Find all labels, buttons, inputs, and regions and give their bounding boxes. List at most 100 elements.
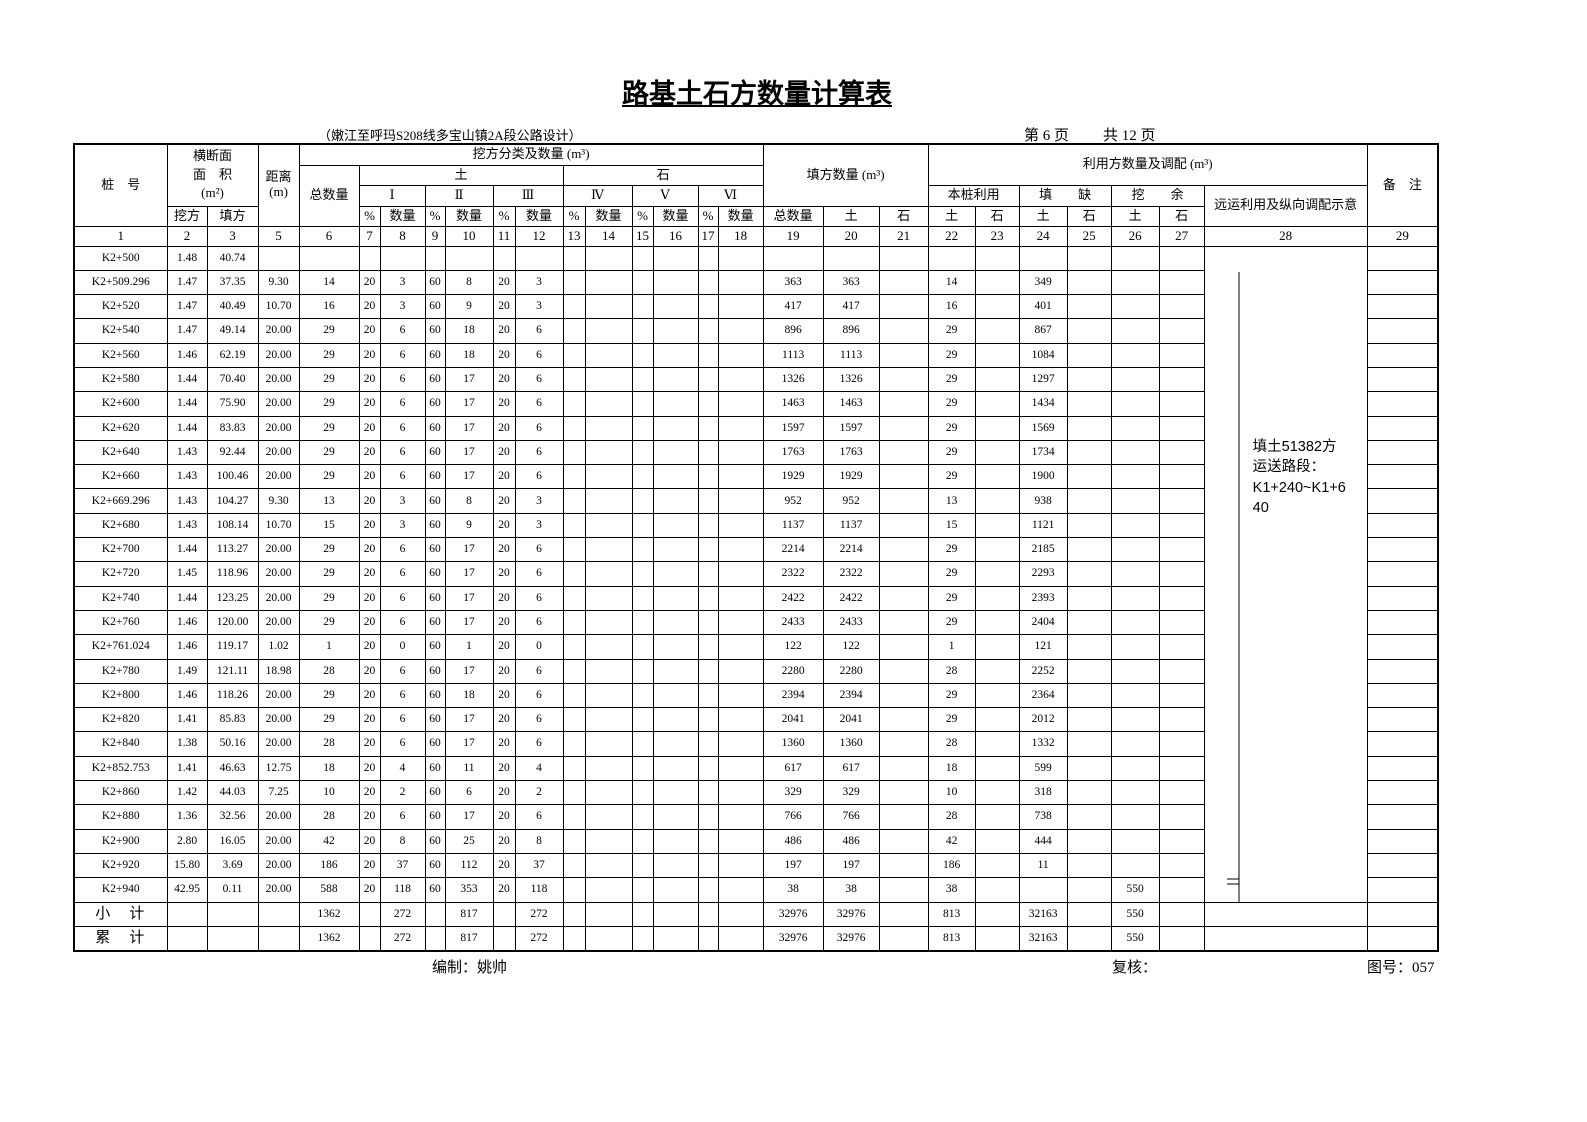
- station-cell: K2+760: [73, 609, 168, 636]
- cell: 20: [358, 780, 381, 806]
- cell: 29: [927, 682, 976, 709]
- cell: 6: [514, 804, 564, 830]
- header-cell: 石: [1158, 205, 1205, 227]
- cell: 2364: [1018, 682, 1068, 709]
- station-cell: K2+660: [73, 464, 168, 490]
- cell: 1.42: [166, 780, 208, 806]
- cell: [1110, 415, 1160, 441]
- remark-cell: [1366, 682, 1439, 709]
- cell: 20: [358, 294, 381, 320]
- cell: 20: [358, 877, 381, 903]
- cell: 2185: [1018, 537, 1068, 563]
- cell: 20: [492, 269, 516, 296]
- cell: 896: [762, 318, 824, 344]
- cell: [631, 731, 654, 757]
- cell: [697, 585, 719, 611]
- cell: 29: [927, 464, 976, 490]
- header-cell: %: [631, 205, 654, 227]
- cell: [697, 682, 719, 709]
- cell: 4: [379, 755, 426, 782]
- cell: 1763: [762, 439, 824, 466]
- cell: [717, 658, 764, 684]
- cell: 29: [298, 585, 360, 611]
- cell: [878, 366, 929, 393]
- cell: 119.17: [206, 634, 259, 660]
- cell: 60: [424, 439, 446, 466]
- cell: [1110, 537, 1160, 563]
- cell: [717, 342, 764, 368]
- header-cell: Ⅳ: [562, 184, 633, 207]
- cell: 37: [379, 852, 426, 879]
- cell: [974, 561, 1020, 587]
- cell: [878, 731, 929, 757]
- cell: 1326: [822, 366, 880, 393]
- prepared-by: 编制：姚帅: [432, 960, 508, 976]
- cell: [1158, 245, 1205, 271]
- cell: [697, 342, 719, 368]
- remark-cell: [1366, 537, 1439, 563]
- cell: [1110, 852, 1160, 879]
- cell: 1332: [1018, 731, 1068, 757]
- cell: [562, 537, 586, 563]
- remark-cell: [1366, 512, 1439, 539]
- station-cell: K2+880: [73, 804, 168, 830]
- cell: 20: [492, 731, 516, 757]
- cell: [974, 294, 1020, 320]
- cell: [584, 537, 633, 563]
- header-cell: 挖方: [166, 205, 208, 227]
- cell: 29: [927, 415, 976, 441]
- cell: [974, 318, 1020, 344]
- cell: 1463: [822, 391, 880, 417]
- header-cell: 数量: [652, 205, 699, 227]
- header-text: (m²): [201, 185, 224, 201]
- cell: 3.69: [206, 852, 259, 879]
- cell: [562, 488, 586, 514]
- data-row: K2+780 1.49 121.11 18.98 28 20 6 60 17 20 6 2280 228…: [73, 658, 1439, 684]
- cell: [652, 464, 699, 490]
- cell: [717, 512, 764, 539]
- cell: [424, 901, 446, 927]
- cell: [1158, 609, 1205, 636]
- remark-cell: [1366, 488, 1439, 514]
- cell: [1066, 658, 1112, 684]
- cell: [652, 755, 699, 782]
- column-number: 22: [927, 225, 976, 247]
- station-cell: K2+761.024: [73, 634, 168, 660]
- header-cell: 土: [927, 205, 976, 227]
- cell: 1.44: [166, 391, 208, 417]
- station-cell: K2+560: [73, 342, 168, 368]
- remark-cell: [1366, 609, 1439, 636]
- cell: [631, 780, 654, 806]
- cell: 6: [514, 464, 564, 490]
- cell: 1: [927, 634, 976, 660]
- cell: [584, 780, 633, 806]
- header-text: 距离: [265, 169, 292, 185]
- cell: [562, 512, 586, 539]
- cell: [444, 245, 494, 271]
- cell: [717, 682, 764, 709]
- cell: [584, 318, 633, 344]
- station-cell: K2+900: [73, 828, 168, 854]
- cell: [584, 877, 633, 903]
- header-cell: %: [424, 205, 446, 227]
- cell: [652, 512, 699, 539]
- cell: 817: [444, 925, 494, 952]
- cell: [1110, 342, 1160, 368]
- cell: [878, 512, 929, 539]
- cell: 1: [298, 634, 360, 660]
- cell: 1597: [822, 415, 880, 441]
- station-cell: K2+860: [73, 780, 168, 806]
- header-cell: 利用方数量及调配 (m³): [927, 143, 1368, 186]
- station-cell: 小 计: [73, 901, 168, 927]
- cell: 1137: [822, 512, 880, 539]
- header-cell: 挖 余: [1110, 184, 1205, 207]
- cell: 6: [379, 366, 426, 393]
- cell: [878, 318, 929, 344]
- cell: 108.14: [206, 512, 259, 539]
- note-line: 运送路段：: [1252, 459, 1326, 475]
- cell: 6: [514, 415, 564, 441]
- header-cell: 备 注: [1366, 143, 1439, 227]
- cell: 2041: [762, 707, 824, 733]
- cell: [584, 439, 633, 466]
- cell: 29: [927, 561, 976, 587]
